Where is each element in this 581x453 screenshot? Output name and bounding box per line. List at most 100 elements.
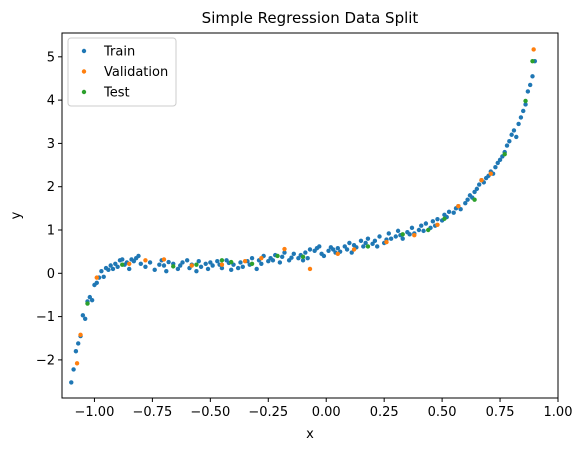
train-point: [229, 268, 233, 272]
x-tick-label: −1.00: [75, 405, 115, 420]
test-point: [120, 262, 124, 266]
validation-point: [220, 262, 224, 266]
test-point: [442, 217, 446, 221]
train-point: [199, 265, 203, 269]
train-point: [250, 256, 254, 260]
train-point: [241, 265, 245, 269]
train-point: [387, 231, 391, 235]
train-point: [407, 232, 411, 236]
train-point: [493, 165, 497, 169]
train-point: [99, 269, 103, 273]
train-point: [377, 234, 381, 238]
validation-point: [259, 256, 263, 260]
chart-title: Simple Regression Data Split: [202, 9, 419, 27]
train-point: [157, 262, 161, 266]
train-point: [521, 109, 525, 113]
train-point: [280, 255, 284, 259]
train-point: [308, 247, 312, 251]
test-point: [530, 59, 534, 63]
train-point: [95, 281, 99, 285]
validation-point: [456, 204, 460, 208]
train-point: [236, 266, 240, 270]
legend-label-train: Train: [103, 45, 135, 60]
validation-point: [95, 275, 99, 279]
train-point: [115, 265, 119, 269]
train-point: [139, 262, 143, 266]
train-point: [424, 221, 428, 225]
train-point: [71, 367, 75, 371]
validation-point: [78, 333, 82, 337]
validation-point: [336, 252, 340, 256]
x-tick-label: 1.00: [544, 405, 573, 420]
train-point: [317, 244, 321, 248]
train-point: [127, 267, 131, 271]
train-point: [421, 229, 425, 233]
train-point: [238, 260, 242, 264]
test-point: [194, 262, 198, 266]
x-tick-label: −0.25: [248, 405, 288, 420]
validation-point: [412, 233, 416, 237]
y-tick-label: 0: [47, 267, 55, 282]
train-point: [394, 234, 398, 238]
train-point: [519, 115, 523, 119]
test-point: [250, 262, 254, 266]
train-point: [512, 128, 516, 132]
test-point: [301, 255, 305, 259]
y-tick-label: −2: [36, 353, 55, 368]
train-point: [143, 265, 147, 269]
validation-point: [143, 258, 147, 262]
train-point: [69, 380, 73, 384]
train-point: [359, 239, 363, 243]
train-point: [254, 267, 258, 271]
train-point: [452, 210, 456, 214]
train-point: [528, 83, 532, 87]
train-point: [289, 256, 293, 260]
y-tick-label: 3: [47, 137, 55, 152]
train-point: [278, 260, 282, 264]
train-point: [514, 135, 518, 139]
train-point: [153, 268, 157, 272]
x-tick-label: 0.75: [486, 405, 515, 420]
test-point: [85, 301, 89, 305]
x-axis-ticks: −1.00 −0.75 −0.50 −0.25 0.00 0.25 0.50 0.75 1.00: [75, 398, 573, 420]
train-point: [148, 260, 152, 264]
validation-point: [352, 247, 356, 251]
train-point: [417, 228, 421, 232]
train-point: [507, 139, 511, 143]
series-train: [69, 59, 537, 385]
validation-point: [127, 262, 131, 266]
test-point: [426, 228, 430, 232]
train-point: [345, 247, 349, 251]
train-point: [106, 268, 110, 272]
validation-point: [75, 361, 79, 365]
train-point: [516, 122, 520, 126]
validation-point: [282, 247, 286, 251]
train-point: [366, 236, 370, 240]
train-point: [447, 210, 451, 214]
validation-point: [489, 172, 493, 176]
y-tick-label: 4: [47, 94, 55, 109]
validation-point: [435, 223, 439, 227]
train-point: [83, 317, 87, 321]
train-point: [509, 133, 513, 137]
train-point: [396, 229, 400, 233]
train-point: [259, 262, 263, 266]
test-point: [366, 244, 370, 248]
test-point: [171, 264, 175, 268]
train-point: [435, 217, 439, 221]
x-tick-label: 0.00: [312, 405, 341, 420]
train-point: [410, 226, 414, 230]
train-point: [111, 267, 115, 271]
train-point: [347, 241, 351, 245]
validation-point: [308, 267, 312, 271]
train-point: [303, 250, 307, 254]
y-tick-label: −1: [36, 310, 55, 325]
y-tick-label: 5: [47, 50, 55, 65]
y-tick-label: 1: [47, 224, 55, 239]
y-tick-label: 2: [47, 180, 55, 195]
x-axis-label: x: [306, 427, 314, 442]
train-point: [76, 341, 80, 345]
train-point: [322, 254, 326, 258]
